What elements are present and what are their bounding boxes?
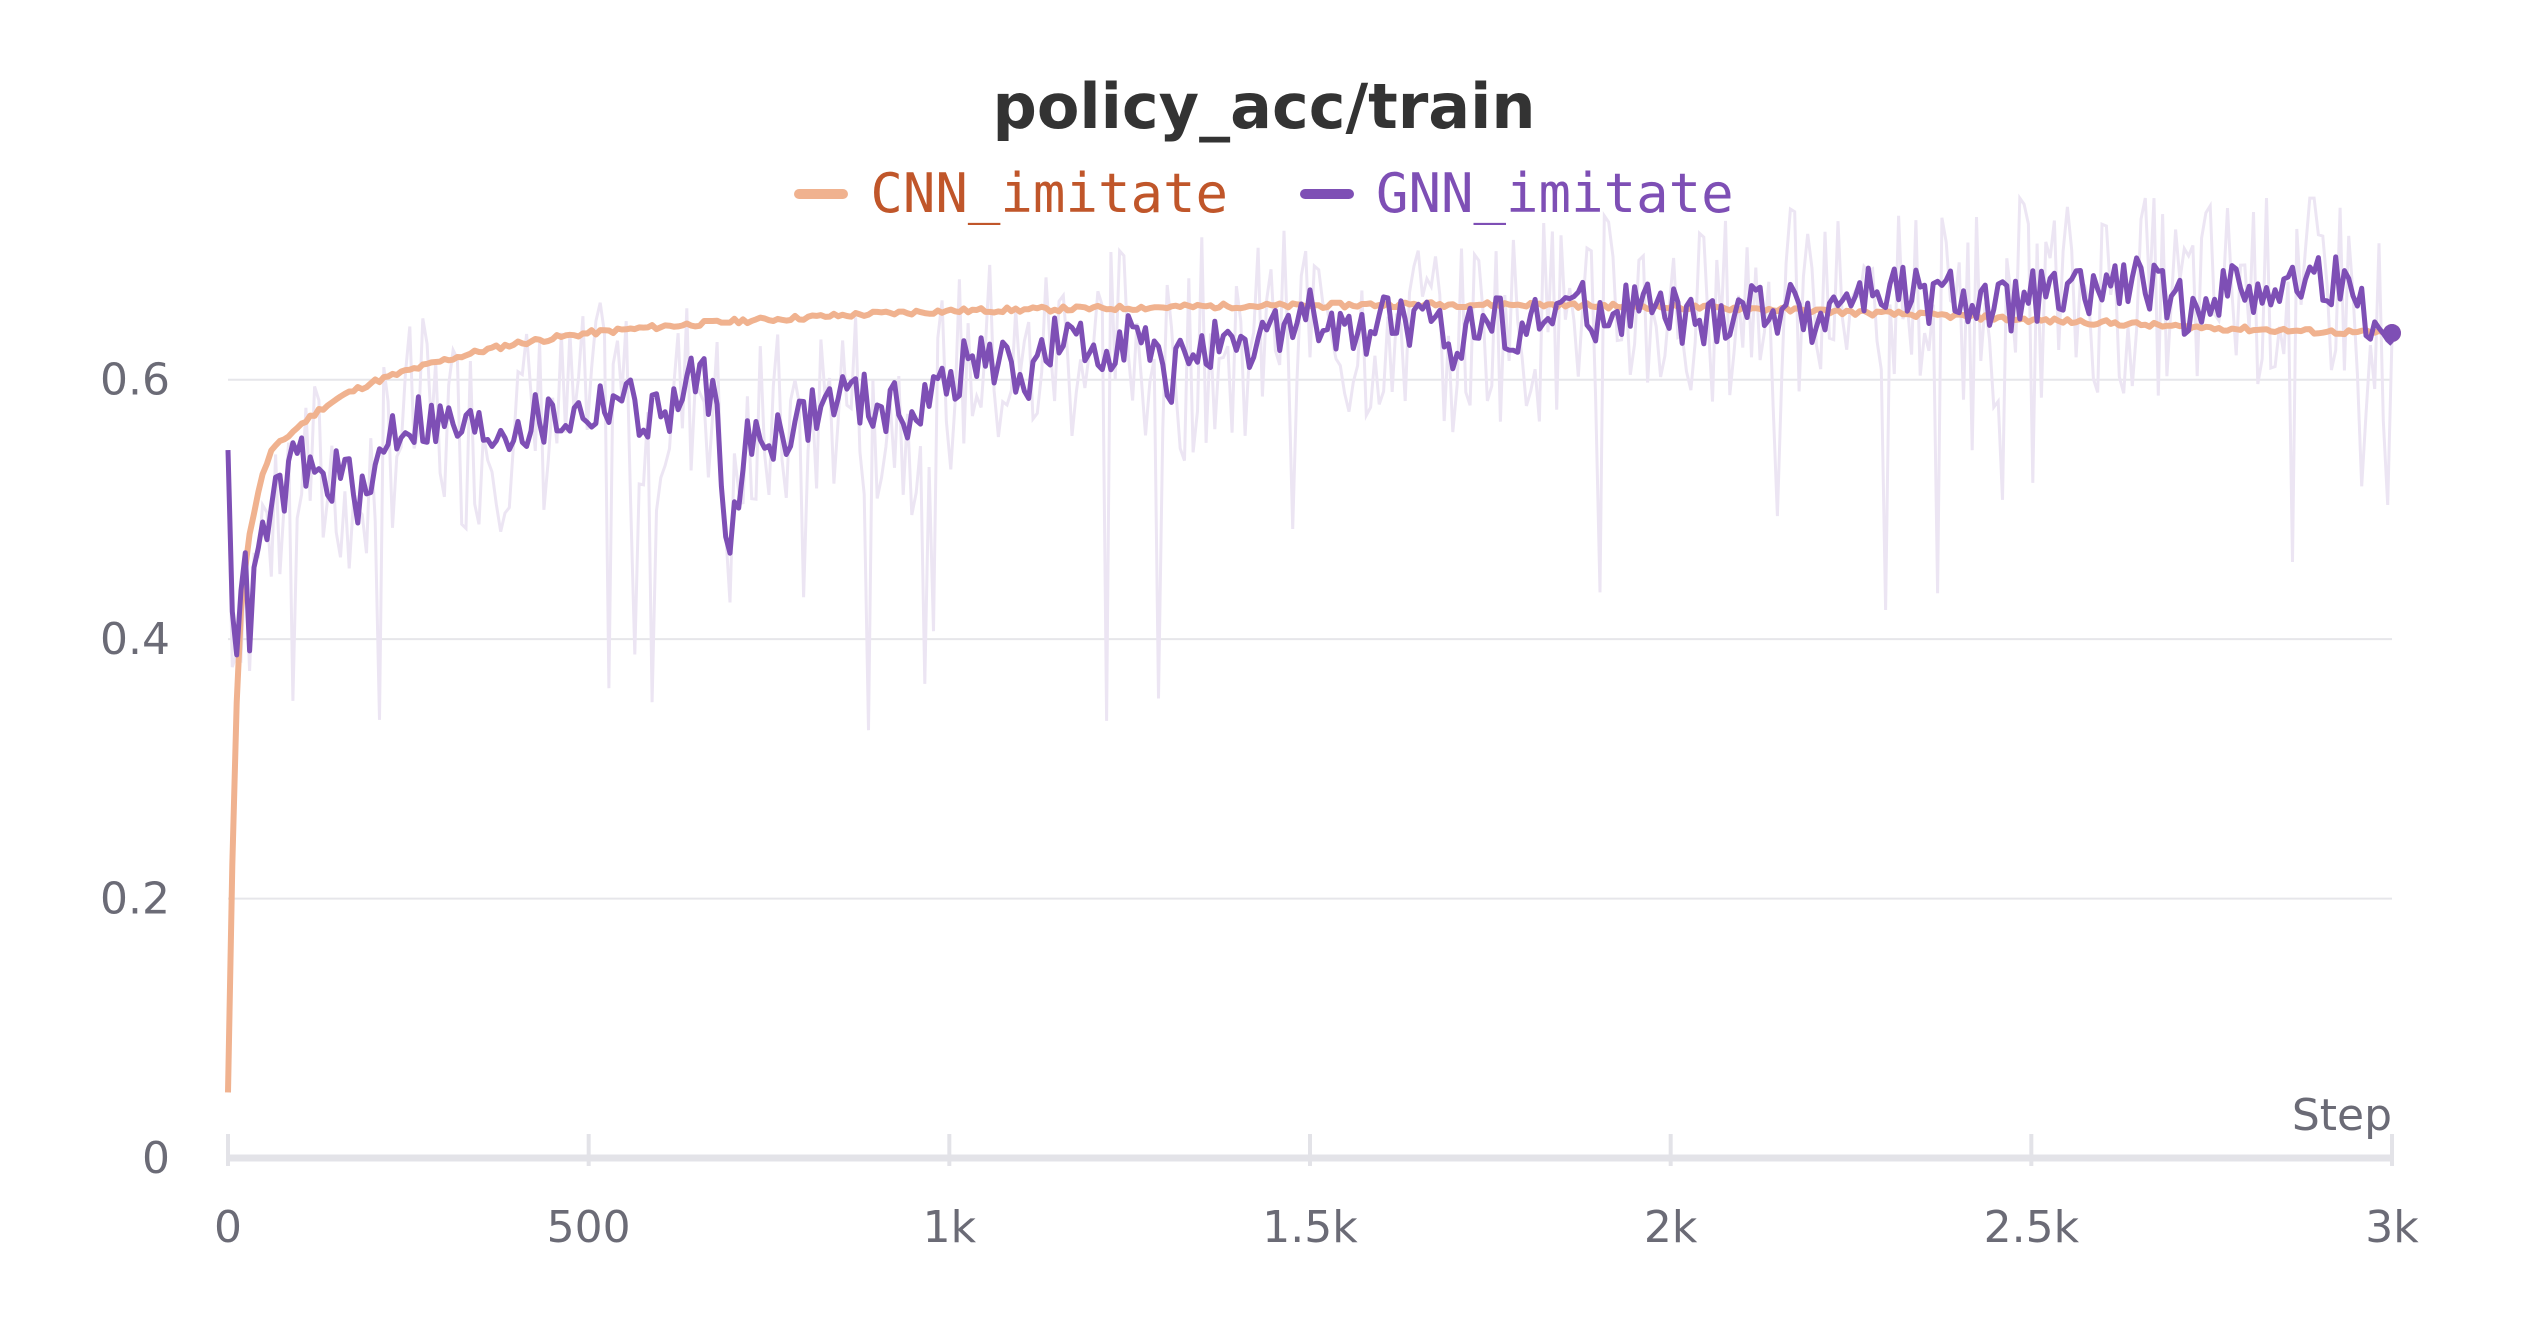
chart-title: policy_acc/train [992,70,1536,143]
y-tick-label: 0 [142,1133,170,1184]
y-tick-label: 0.4 [100,614,170,665]
x-tick-label: 0 [214,1202,242,1253]
tick-labels: 0 0.2 0.4 0.6 0 500 1k 1.5k 2k 2.5k 3k [100,355,2419,1253]
legend-label-gnn: GNN_imitate [1376,162,1734,225]
gnn-raw-line [226,193,2394,731]
legend-item-gnn[interactable]: GNN_imitate [1300,162,1734,225]
legend-label-cnn: CNN_imitate [870,162,1228,225]
gnn-end-point [2383,324,2401,343]
x-tick-label: 2k [1644,1202,1698,1253]
gnn-series-line [225,254,2394,658]
x-tick-label: 500 [547,1202,631,1253]
legend-item-cnn[interactable]: CNN_imitate [794,162,1228,225]
raw-series-layer [226,193,2394,731]
legend: CNN_imitate GNN_imitate [0,162,2528,225]
legend-swatch-cnn [794,188,849,199]
x-tick-label: 3k [2365,1202,2419,1253]
legend-swatch-gnn [1300,188,1354,199]
x-tick-label: 1.5k [1262,1202,1358,1253]
smoothed-series-layer [225,254,2401,1093]
y-tick-label: 0.2 [100,874,170,925]
cnn-series-line [225,299,2394,1093]
x-axis-label: Step [2292,1090,2392,1141]
y-tick-label: 0.6 [100,355,170,406]
x-axis [226,1134,2394,1166]
grid-layer [228,378,2392,900]
x-tick-label: 1k [923,1202,977,1253]
x-tick-label: 2.5k [1984,1202,2080,1253]
